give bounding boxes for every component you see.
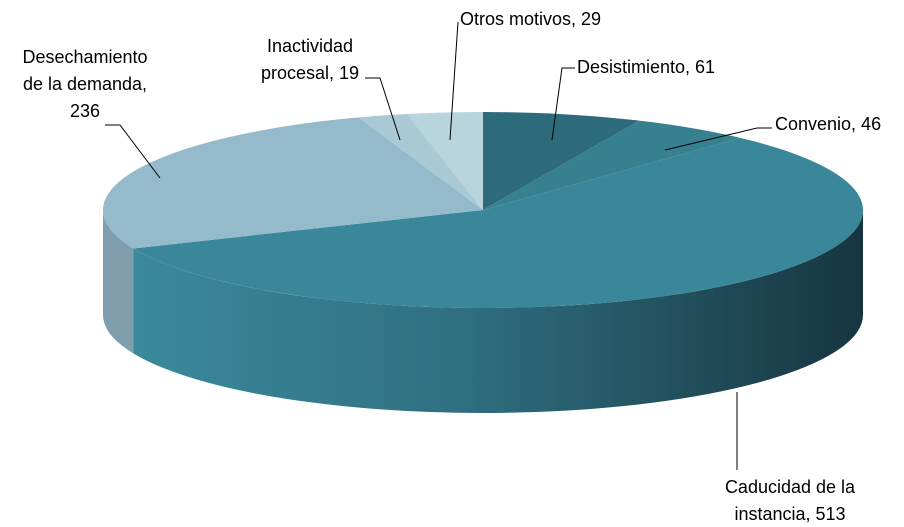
- data-label: Caducidad de la instancia, 513: [725, 477, 856, 524]
- data-label-line: Desistimiento, 61: [577, 57, 715, 77]
- leader-line: [105, 124, 161, 179]
- data-label-line: de la demanda,: [23, 74, 147, 94]
- data-label-line: Convenio, 46: [775, 114, 881, 134]
- slice: [406, 112, 483, 210]
- data-label-line: Desechamiento: [22, 47, 147, 67]
- leader-line: [449, 21, 459, 141]
- data-label: Desechamiento de la demanda, 236: [22, 47, 147, 121]
- data-label-line: instancia, 513: [734, 504, 845, 524]
- data-label: Otros motivos, 29: [460, 9, 601, 29]
- data-label-line: 236: [70, 101, 100, 121]
- slice: [358, 113, 483, 210]
- leader-line: [365, 77, 401, 141]
- slice: [133, 137, 863, 308]
- slice: [103, 117, 483, 249]
- data-label: Desistimiento, 61: [577, 57, 715, 77]
- leader-line: [551, 67, 575, 141]
- data-label-line: Otros motivos, 29: [460, 9, 601, 29]
- data-label-line: Caducidad de la: [725, 477, 856, 497]
- slice: [483, 120, 741, 210]
- leader-line: [664, 127, 772, 151]
- data-label: Convenio, 46: [775, 114, 881, 134]
- data-label: Inactividad procesal, 19: [261, 36, 359, 83]
- slice-side: [133, 210, 863, 413]
- slice-side: [103, 210, 134, 354]
- slice: [483, 112, 640, 210]
- data-label-line: procesal, 19: [261, 63, 359, 83]
- data-label-line: Inactividad: [267, 36, 353, 56]
